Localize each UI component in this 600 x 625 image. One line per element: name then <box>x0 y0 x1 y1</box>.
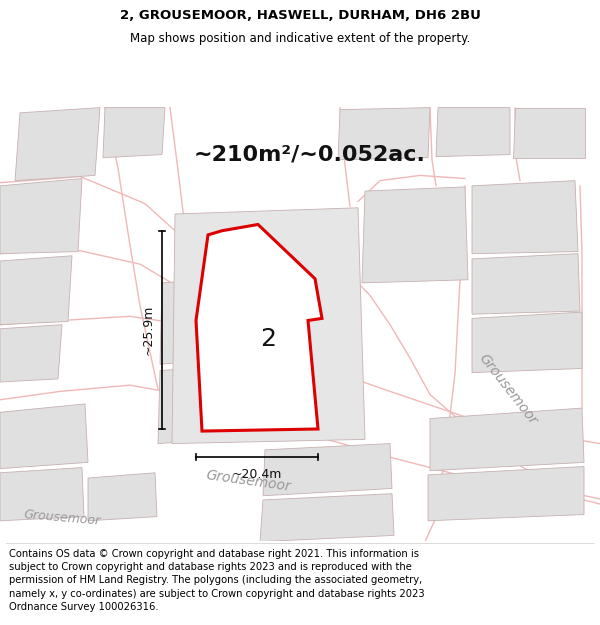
Polygon shape <box>472 181 578 254</box>
Polygon shape <box>263 444 392 496</box>
Text: Contains OS data © Crown copyright and database right 2021. This information is
: Contains OS data © Crown copyright and d… <box>9 549 425 612</box>
Text: Map shows position and indicative extent of the property.: Map shows position and indicative extent… <box>130 32 470 46</box>
Polygon shape <box>513 107 585 158</box>
Text: 2: 2 <box>260 328 276 351</box>
Text: Grousemoor: Grousemoor <box>476 351 540 428</box>
Polygon shape <box>196 224 322 431</box>
Polygon shape <box>472 254 580 314</box>
Polygon shape <box>88 472 157 521</box>
Polygon shape <box>103 107 165 158</box>
Polygon shape <box>15 107 100 181</box>
Text: ~210m²/~0.052ac.: ~210m²/~0.052ac. <box>194 144 426 164</box>
Polygon shape <box>472 312 582 372</box>
Text: ~20.4m: ~20.4m <box>232 468 282 481</box>
Polygon shape <box>0 404 88 469</box>
Polygon shape <box>160 277 252 364</box>
Polygon shape <box>362 187 468 283</box>
Polygon shape <box>338 107 430 160</box>
Polygon shape <box>436 107 510 157</box>
Polygon shape <box>428 466 584 521</box>
Polygon shape <box>172 208 365 444</box>
Polygon shape <box>0 256 72 324</box>
Polygon shape <box>260 494 394 542</box>
Polygon shape <box>0 468 84 521</box>
Polygon shape <box>430 408 584 471</box>
Polygon shape <box>158 364 260 444</box>
Polygon shape <box>0 179 82 254</box>
Text: Grousemoor: Grousemoor <box>205 468 292 494</box>
Text: Grousemoor: Grousemoor <box>23 508 101 528</box>
Text: ~25.9m: ~25.9m <box>142 304 155 355</box>
Text: 2, GROUSEMOOR, HASWELL, DURHAM, DH6 2BU: 2, GROUSEMOOR, HASWELL, DURHAM, DH6 2BU <box>119 9 481 22</box>
Polygon shape <box>0 324 62 382</box>
